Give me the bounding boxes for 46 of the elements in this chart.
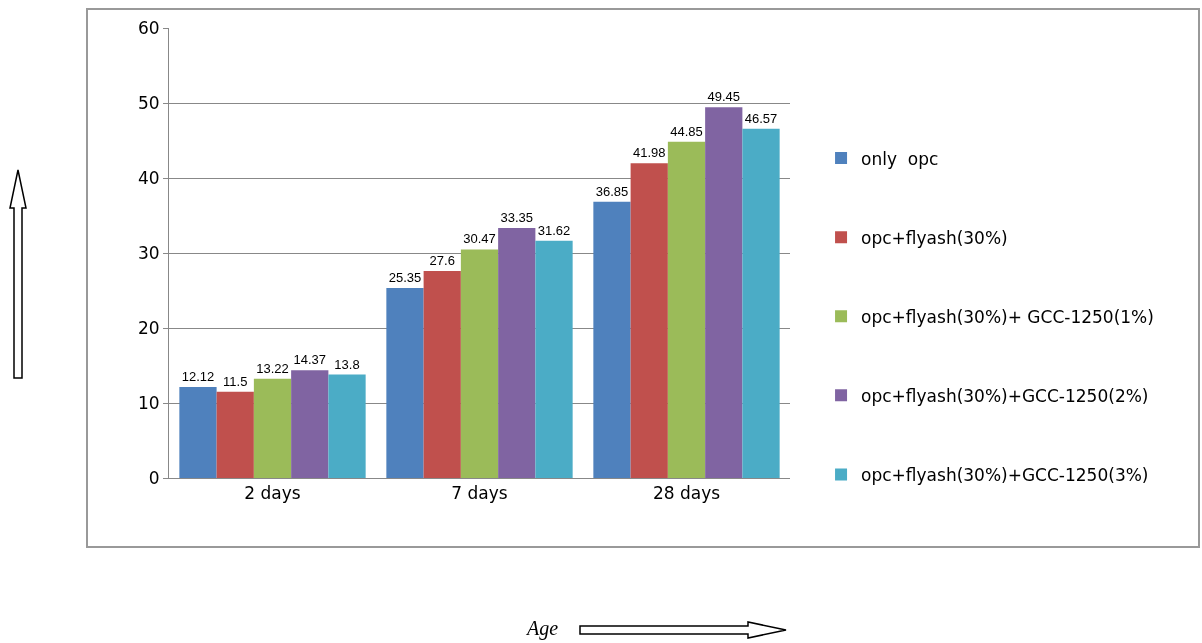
legend-label: opc+flyash(30%)+GCC-1250(2%) (861, 385, 1149, 406)
legend-label: opc+flyash(30%)+GCC-1250(3%) (861, 465, 1149, 486)
data-label: 27.6 (429, 253, 455, 268)
bar (291, 370, 329, 478)
bar (328, 374, 366, 478)
text: Age (525, 617, 559, 640)
data-label: 12.12 (181, 369, 215, 385)
data-label: 25.35 (388, 269, 422, 285)
data-label: 13.8 (334, 356, 360, 372)
data-label: 13.22 (256, 360, 289, 376)
bar (179, 387, 217, 478)
data-label: 11.5 (223, 373, 248, 389)
data-label: 30.47 (463, 231, 496, 247)
bar (423, 271, 461, 478)
x-tick-label: 2 days (244, 483, 301, 504)
bar (742, 128, 780, 478)
data-label: 46.57 (744, 110, 778, 126)
legend-label: opc+flyash(30%)+ GCC-1250(1%) (861, 306, 1154, 327)
y-tick-label: 50 (137, 92, 160, 113)
bar (535, 240, 573, 478)
y-tick-label: 60 (137, 17, 160, 38)
legend-label: only opc (861, 148, 939, 169)
x-tick-label: 28 days (652, 483, 721, 504)
x-tick-label: 7 days (451, 483, 508, 504)
data-label: 33.35 (500, 209, 534, 225)
bar (460, 249, 499, 478)
bar (593, 201, 631, 478)
data-label: 31.62 (537, 222, 571, 238)
data-label: 14.37 (293, 352, 327, 368)
bar (667, 141, 706, 478)
bar (216, 391, 254, 478)
data-label: 41.98 (632, 145, 666, 161)
y-tick-label: 40 (137, 167, 160, 188)
bar (386, 287, 424, 478)
y-tick-label: 10 (137, 392, 160, 413)
bar (498, 227, 536, 478)
bar (705, 107, 743, 478)
bar (630, 163, 668, 478)
legend-label: opc+flyash(30%) (861, 227, 1008, 248)
data-label: 49.45 (707, 89, 741, 105)
data-label: 36.85 (595, 183, 629, 199)
data-label: 44.85 (670, 123, 703, 139)
bar (253, 378, 292, 478)
y-tick-label: 0 (148, 467, 160, 488)
y-tick-label: 20 (137, 317, 160, 338)
y-tick-label: 30 (137, 242, 160, 263)
